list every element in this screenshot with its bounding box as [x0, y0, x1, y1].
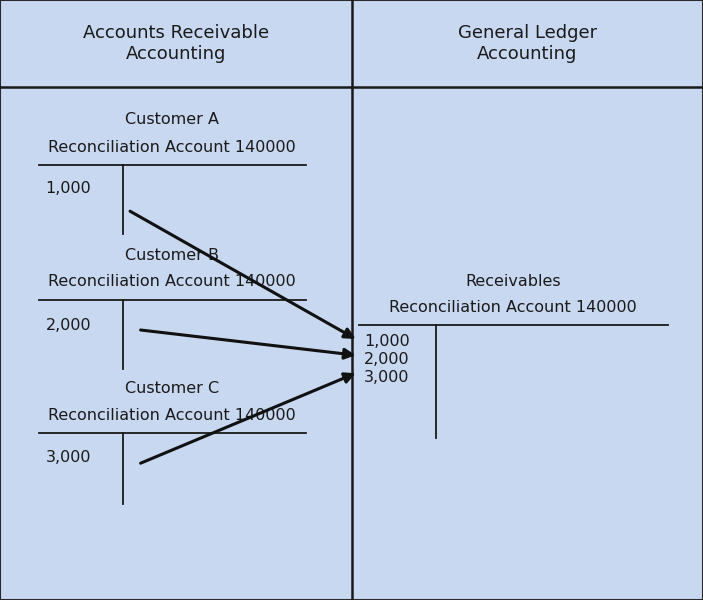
Text: Customer B: Customer B	[125, 247, 219, 263]
Text: Reconciliation Account 140000: Reconciliation Account 140000	[49, 139, 296, 154]
Text: General Ledger
Accounting: General Ledger Accounting	[458, 24, 597, 63]
Text: 3,000: 3,000	[46, 450, 91, 464]
Text: 1,000: 1,000	[46, 181, 91, 196]
Text: Reconciliation Account 140000: Reconciliation Account 140000	[49, 275, 296, 289]
Text: 2,000: 2,000	[364, 352, 410, 367]
Text: Receivables: Receivables	[465, 275, 561, 289]
Text: Accounts Receivable
Accounting: Accounts Receivable Accounting	[83, 24, 269, 63]
Text: 3,000: 3,000	[364, 370, 410, 385]
Text: Reconciliation Account 140000: Reconciliation Account 140000	[389, 300, 637, 316]
Text: Reconciliation Account 140000: Reconciliation Account 140000	[49, 408, 296, 422]
Text: Customer A: Customer A	[125, 113, 219, 127]
Text: Customer C: Customer C	[125, 382, 219, 396]
Text: 2,000: 2,000	[46, 318, 91, 332]
Text: 1,000: 1,000	[364, 335, 410, 349]
